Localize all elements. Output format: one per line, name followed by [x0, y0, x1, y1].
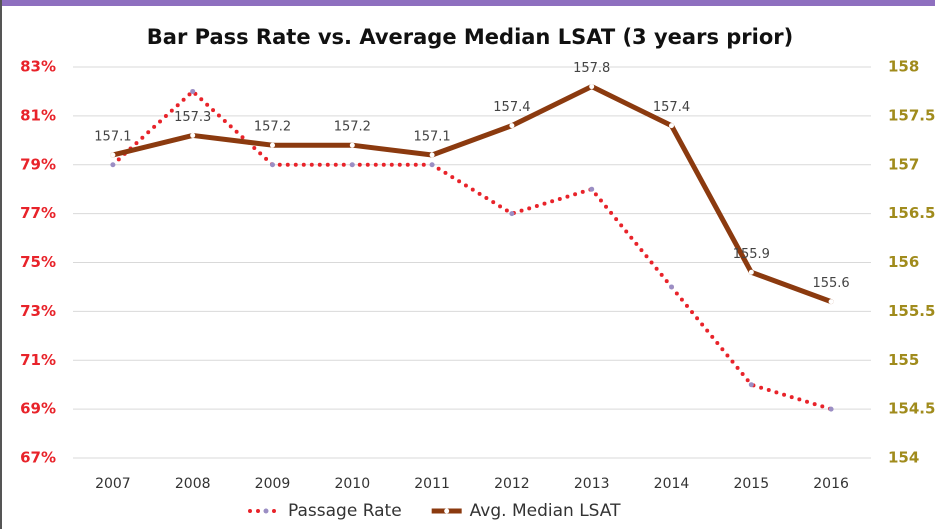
y-tick-label: 75%	[20, 253, 56, 271]
point-marker	[589, 186, 595, 192]
data-label: 157.2	[334, 120, 371, 135]
left-border	[0, 0, 2, 529]
y2-tick-label: 154	[888, 449, 919, 467]
point-marker	[270, 142, 275, 148]
data-label: 157.1	[94, 129, 131, 144]
data-label: 157.4	[493, 100, 530, 115]
y2-tick-label: 157	[888, 155, 919, 173]
y-tick-label: 71%	[20, 351, 56, 369]
y2-tick-label: 155.5	[888, 302, 935, 320]
legend-label: Passage Rate	[288, 501, 402, 521]
point-marker	[828, 299, 834, 305]
y2-tick-label: 156	[888, 253, 919, 271]
data-label: 155.6	[812, 276, 849, 291]
y-tick-label: 79%	[20, 155, 56, 173]
data-label: 157.3	[174, 110, 211, 125]
data-label: 157.8	[573, 61, 610, 76]
point-marker	[509, 211, 515, 217]
chart-title: Bar Pass Rate vs. Average Median LSAT (3…	[147, 25, 793, 49]
point-marker	[748, 382, 754, 388]
data-label: 157.1	[413, 129, 450, 144]
point-marker	[429, 152, 435, 158]
point-marker	[589, 84, 595, 90]
y-tick-label: 73%	[20, 302, 56, 320]
point-marker	[110, 152, 116, 158]
point-marker	[509, 123, 515, 129]
point-marker	[349, 162, 355, 168]
y-tick-label: 81%	[20, 106, 56, 124]
point-marker	[828, 406, 834, 412]
y-tick-label: 67%	[20, 449, 56, 467]
point-marker	[110, 162, 116, 168]
point-marker	[190, 88, 196, 94]
x-tick-label: 2016	[813, 476, 849, 492]
x-tick-label: 2014	[654, 476, 690, 492]
legend-marker	[263, 508, 269, 514]
y2-tick-label: 154.5	[888, 400, 935, 418]
series-line	[110, 89, 834, 412]
point-marker	[748, 269, 754, 275]
x-tick-label: 2009	[255, 476, 291, 492]
data-label: 157.2	[254, 120, 291, 135]
x-tick-label: 2015	[733, 476, 769, 492]
point-marker	[270, 162, 275, 168]
point-marker	[669, 284, 674, 290]
y-tick-label: 69%	[20, 400, 56, 418]
y2-tick-label: 158	[888, 58, 919, 76]
x-tick-label: 2007	[95, 476, 131, 492]
x-tick-label: 2013	[574, 476, 610, 492]
y2-tick-label: 155	[888, 351, 919, 369]
point-marker	[190, 132, 196, 138]
legend-marker	[444, 508, 450, 514]
x-tick-label: 2008	[175, 476, 211, 492]
y-tick-label: 77%	[20, 204, 56, 222]
legend-label: Avg. Median LSAT	[470, 501, 621, 521]
series-line	[110, 84, 834, 305]
y2-tick-label: 157.5	[888, 106, 935, 124]
x-tick-label: 2010	[334, 476, 370, 492]
data-label: 155.9	[733, 247, 770, 262]
point-marker	[349, 142, 355, 148]
y-tick-label: 83%	[20, 58, 56, 76]
x-tick-label: 2011	[414, 476, 450, 492]
data-label: 157.4	[653, 100, 690, 115]
point-marker	[669, 123, 674, 129]
top-border	[0, 0, 935, 6]
x-tick-label: 2012	[494, 476, 530, 492]
y2-tick-label: 156.5	[888, 204, 935, 222]
point-marker	[429, 162, 435, 168]
